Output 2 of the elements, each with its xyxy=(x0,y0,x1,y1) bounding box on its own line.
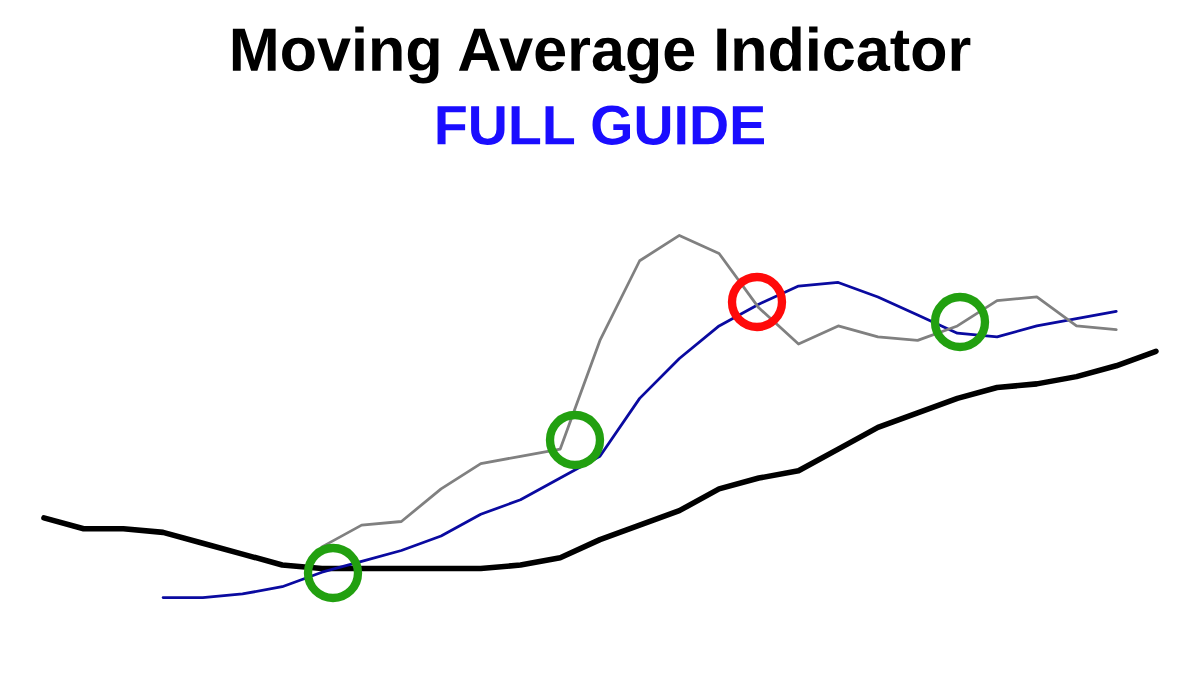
chart-subtitle: FULL GUIDE xyxy=(437,105,764,145)
chart-title: Moving Average Indicator xyxy=(232,26,971,84)
